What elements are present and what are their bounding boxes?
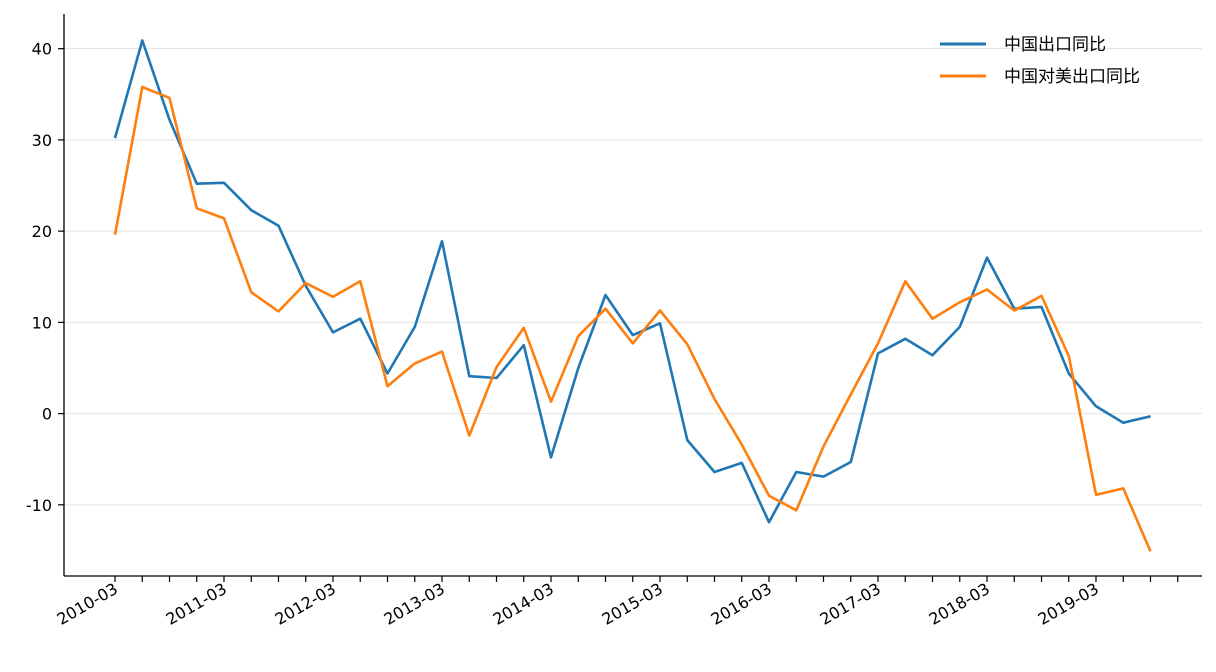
x-tick-label: 2011-03 [163, 579, 230, 629]
legend-label-china-us-exports: 中国对美出口同比 [1004, 67, 1140, 87]
x-ticks: 2010-03 2011-03 2012-03 2013-03 2014-03 2015-… [54, 576, 1179, 629]
x-tick-label: 2014-03 [490, 579, 557, 629]
y-tick-label: 30 [32, 131, 52, 150]
legend-label-china-exports: 中国出口同比 [1004, 35, 1106, 55]
y-tick-label: 40 [32, 40, 52, 59]
y-tick-label: -10 [26, 496, 52, 515]
x-tick-label: 2012-03 [272, 579, 339, 629]
y-tick-label: 10 [32, 313, 52, 332]
x-tick-label: 2018-03 [926, 579, 993, 629]
axes [63, 14, 1202, 577]
series-line-0 [113, 39, 1151, 524]
legend: 中国出口同比 中国对美出口同比 [940, 35, 1140, 87]
y-ticks: -10 0 10 20 30 40 [26, 40, 64, 515]
y-tick-label: 0 [42, 405, 52, 424]
x-tick-label: 2013-03 [381, 579, 448, 629]
x-tick-label: 2015-03 [599, 579, 666, 629]
series-lines [113, 39, 1152, 552]
gridlines [64, 48, 1202, 506]
x-tick-label: 2017-03 [817, 579, 884, 629]
series-line-1 [113, 85, 1152, 552]
x-tick-label: 2010-03 [54, 579, 121, 629]
x-tick-label: 2019-03 [1035, 579, 1102, 629]
y-tick-label: 20 [32, 222, 52, 241]
x-tick-label: 2016-03 [708, 579, 775, 629]
